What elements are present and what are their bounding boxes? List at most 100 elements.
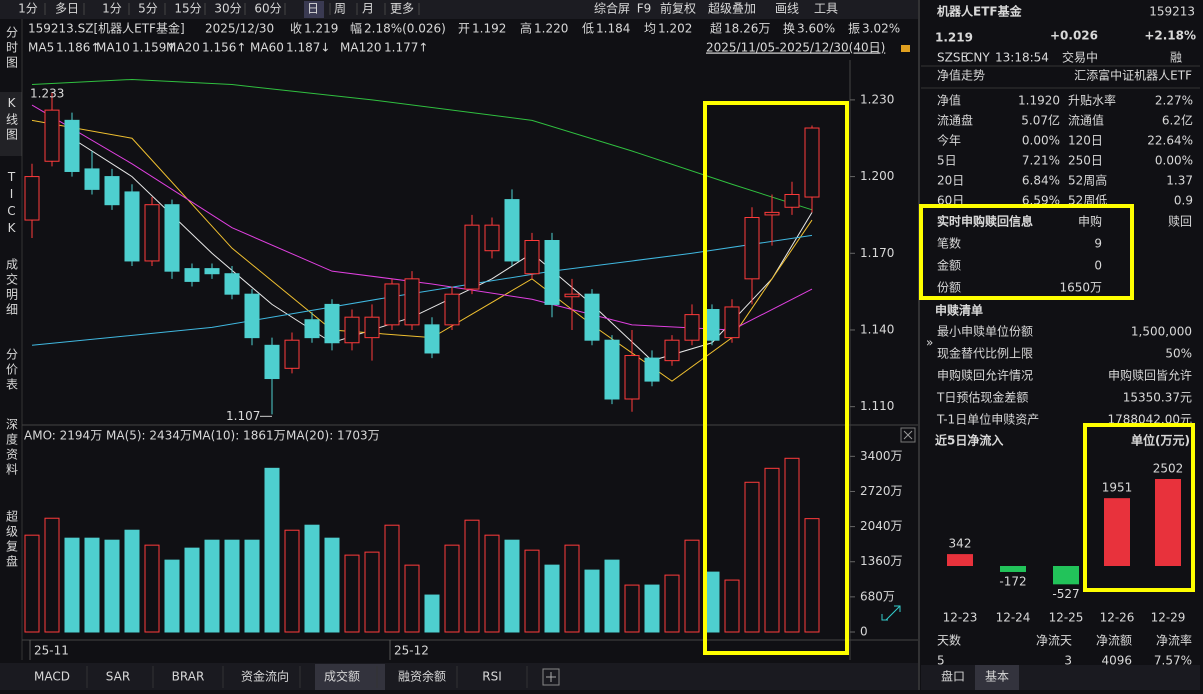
candle-body xyxy=(144,204,160,262)
toolbar-item[interactable]: 综合屏 xyxy=(594,1,630,16)
side-tab[interactable]: TICK xyxy=(5,170,19,238)
table-cell: 4096 xyxy=(1101,654,1132,668)
candle-body xyxy=(604,339,620,400)
row-value: 0.9 xyxy=(1174,194,1193,208)
quote-value: 1.220 xyxy=(534,22,568,36)
flow-category: 12-29 xyxy=(1151,611,1186,625)
volume-bar xyxy=(444,544,460,633)
volume-bar xyxy=(124,529,140,633)
candle-body xyxy=(484,224,500,252)
volume-legend: MA(5): 2434万 xyxy=(106,429,192,443)
candle-body xyxy=(184,268,200,282)
toolbar-tab[interactable]: 月 xyxy=(362,2,374,16)
side-tab[interactable]: 成交明细 xyxy=(5,258,19,318)
candle-body xyxy=(324,303,340,344)
zoom-icon[interactable] xyxy=(881,605,901,621)
row-label: 20日 xyxy=(937,174,964,188)
change: +0.026 xyxy=(1050,29,1098,43)
toolbar-tab[interactable]: 1分 xyxy=(102,2,122,16)
volume-bar xyxy=(224,539,240,633)
candle-body xyxy=(44,109,60,162)
y-tick-label: 1.170 xyxy=(860,246,894,260)
y-tick-label: 3400万 xyxy=(860,449,903,463)
volume-bar xyxy=(584,569,600,633)
side-tab[interactable]: 分价表 xyxy=(5,348,19,393)
flow-bar xyxy=(947,554,973,566)
sub-label: 金额 xyxy=(937,258,961,273)
volume-bar xyxy=(764,467,780,633)
toolbar-item[interactable]: 超级叠加 xyxy=(708,1,756,16)
flow-bar xyxy=(1000,566,1026,572)
toolbar-tab[interactable]: 周 xyxy=(334,2,346,16)
active-tab xyxy=(315,664,385,690)
side-tab[interactable]: 分时图 xyxy=(5,26,19,71)
candle-body xyxy=(304,319,320,339)
toolbar-tab[interactable]: 更多 xyxy=(390,2,414,16)
volume-bar xyxy=(244,539,260,633)
volume-legend: MA(10): 1861万 xyxy=(192,429,286,443)
toolbar-tab[interactable]: 5分 xyxy=(138,2,158,16)
side-tab[interactable]: 深度资料 xyxy=(5,418,19,478)
candle-body xyxy=(784,193,800,208)
list-value: 申购赎回皆允许 xyxy=(1108,368,1192,383)
panel-tab[interactable]: 盘口 xyxy=(941,669,965,684)
list-value: 1,500,000 xyxy=(1131,325,1192,339)
volume-bar xyxy=(604,559,620,633)
expand-arrow[interactable]: » xyxy=(926,336,933,350)
bottom-tab[interactable]: RSI xyxy=(482,670,502,684)
y-tick-label: 0 xyxy=(860,625,868,639)
table-header: 净流天 xyxy=(1036,634,1072,648)
candle-body xyxy=(384,283,400,326)
candle-body xyxy=(244,293,260,339)
bottom-tab[interactable]: SAR xyxy=(106,670,130,684)
ma-label: MA60 xyxy=(250,41,284,55)
add-tab[interactable] xyxy=(542,668,560,686)
candle-body xyxy=(264,344,280,380)
row-label: 流通盘 xyxy=(937,113,973,128)
row-value: 1.37 xyxy=(1166,174,1193,188)
side-tab[interactable]: K线图 xyxy=(5,96,19,143)
toolbar-tab[interactable]: 1分 xyxy=(18,2,38,16)
volume-bar xyxy=(804,518,820,633)
quote-label: 开 xyxy=(458,22,470,36)
quote-code: 159213.SZ[机器人ETF基金] xyxy=(28,21,185,36)
candle-body xyxy=(744,216,760,280)
toolbar-tab[interactable]: 日 xyxy=(307,2,319,16)
ma-label: MA120 xyxy=(340,41,381,55)
volume-bar xyxy=(464,519,480,633)
bottom-tab[interactable]: BRAR xyxy=(172,670,205,684)
row-label: 流通值 xyxy=(1068,113,1104,128)
toolbar-item[interactable]: 画线 xyxy=(775,2,799,16)
x-tick-label: 25-11 xyxy=(34,644,69,658)
panel-tab[interactable]: 基本 xyxy=(985,670,1009,684)
bottom-tab[interactable]: 资金流向 xyxy=(241,669,289,684)
sub-header: 申购 xyxy=(1078,214,1102,229)
toolbar-tab[interactable]: 多日 xyxy=(55,2,79,16)
toolbar-item[interactable]: 工具 xyxy=(814,2,838,16)
flow-label: -527 xyxy=(1052,587,1079,601)
highlight-box xyxy=(1083,423,1195,592)
toolbar-item[interactable]: F9 xyxy=(637,2,652,16)
bottom-tab[interactable]: 成交额 xyxy=(324,669,360,684)
toolbar-tab[interactable]: 60分 xyxy=(254,2,281,16)
side-tab[interactable]: 超级复盘 xyxy=(5,509,19,570)
flow-label: -172 xyxy=(999,574,1026,588)
toolbar-item[interactable]: 前复权 xyxy=(660,1,696,16)
volume-bar xyxy=(264,467,280,633)
close-box[interactable] xyxy=(900,427,916,443)
toolbar-tab[interactable]: 15分 xyxy=(174,2,201,16)
table-cell: 7.57% xyxy=(1154,654,1192,668)
volume-bar xyxy=(784,457,800,633)
quote-label: 高 xyxy=(520,21,532,36)
fund-full-name: 汇添富中证机器人ETF xyxy=(1074,68,1192,83)
candle-body xyxy=(164,204,180,272)
bottom-tab[interactable]: MACD xyxy=(34,670,70,684)
volume-bar xyxy=(64,537,80,633)
y-tick-label: 2040万 xyxy=(860,519,903,533)
candle-body xyxy=(504,199,520,262)
row-value: 6.2亿 xyxy=(1162,113,1193,128)
date-range[interactable]: 2025/11/05-2025/12/30(40日) xyxy=(706,41,885,55)
toolbar-tab[interactable]: 30分 xyxy=(214,2,241,16)
bottom-tab[interactable]: 融资余额 xyxy=(398,669,446,684)
